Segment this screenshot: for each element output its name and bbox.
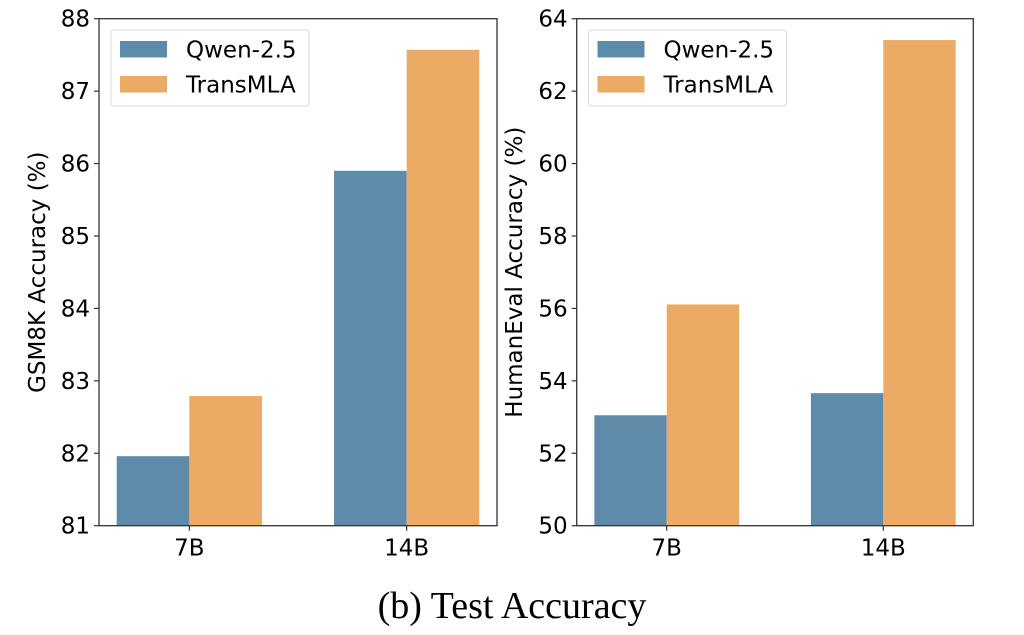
y-tick-label: 54 [538,369,567,395]
bar-qwen-2-5-14b [810,393,884,526]
y-axis-label: GSM8K Accuracy (%) [25,151,51,392]
axes-frame [576,18,974,527]
legend: Qwen-2.5 TransMLA [588,29,787,107]
y-tick-label: 62 [538,79,567,105]
legend-label: Qwen-2.5 [664,38,775,64]
x-tick-label: 14B [384,536,429,562]
bar-transmla-7b [189,396,262,526]
legend: Qwen-2.5 TransMLA [110,29,310,107]
bar-qwen-2-5-7b [594,415,667,526]
legend-label: TransMLA [663,73,774,99]
y-tick-label: 56 [538,296,567,322]
axes-frame [98,18,498,527]
bar-transmla-7b [666,304,740,526]
bar-transmla-14b [883,40,956,526]
legend-label: Qwen-2.5 [186,38,297,64]
y-tick-label: 88 [61,7,90,33]
y-tick-label: 58 [538,224,567,250]
x-tick-label: 14B [861,536,906,562]
y-tick-label: 83 [61,369,90,395]
legend-swatch-transmla [120,76,167,93]
chart-panel-2: 50 52 54 56 58 60 62 64 7B 14B HumanEval Accuracy … [502,7,974,562]
legend-swatch-qwen-2-5 [120,41,167,58]
x-tick-label: 7B [652,536,682,562]
y-tick-label: 87 [61,79,90,105]
y-axis-label: HumanEval Accuracy (%) [502,127,528,418]
y-tick-label: 84 [61,296,90,322]
y-tick-label: 85 [61,224,90,250]
y-tick-label: 86 [61,152,90,178]
legend-label: TransMLA [185,73,296,99]
y-tick-label: 60 [538,152,567,178]
x-tick-label: 7B [174,536,204,562]
y-tick-label: 52 [538,441,567,467]
y-tick-label: 81 [61,514,90,540]
bar-transmla-14b [406,49,480,526]
figure-caption: (b) Test Accuracy [377,585,647,627]
y-tick-label: 82 [61,441,90,467]
bar-qwen-2-5-7b [116,456,190,526]
bar-qwen-2-5-14b [334,170,407,526]
chart-panel-1: 81 82 83 84 85 86 87 88 7B 14B GSM8K Accuracy (%) Q… [25,7,498,562]
legend-swatch-transmla [597,76,645,93]
y-tick-label: 50 [538,514,567,540]
legend-swatch-qwen-2-5 [597,41,645,58]
y-tick-label: 64 [538,7,567,33]
